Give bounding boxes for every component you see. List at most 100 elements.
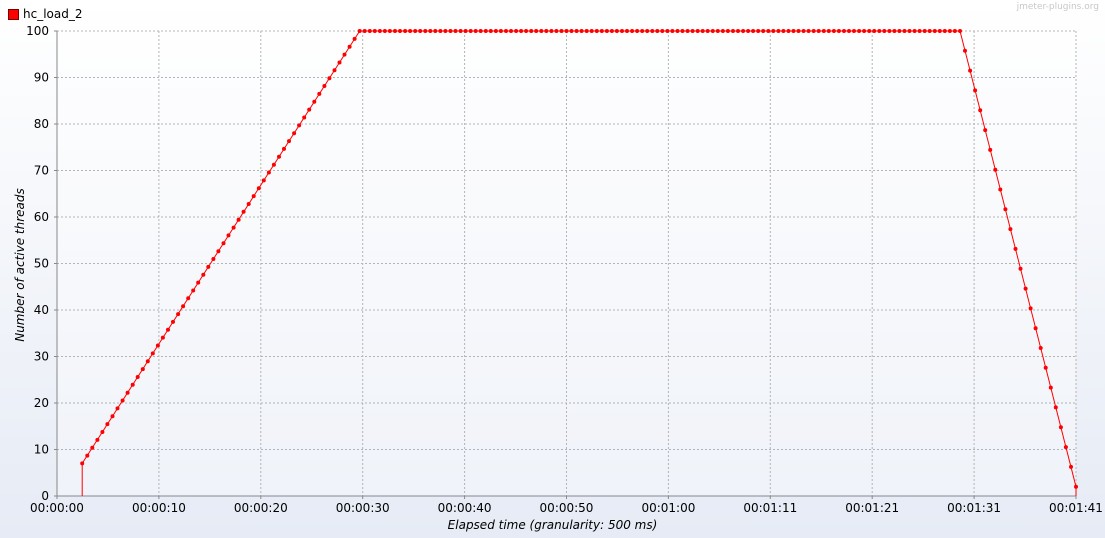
- data-point: [917, 29, 922, 33]
- data-point: [907, 29, 912, 33]
- x-tick-label: 00:00:40: [438, 501, 492, 515]
- data-point: [958, 29, 962, 33]
- data-point: [120, 398, 125, 403]
- data-point: [266, 170, 271, 175]
- data-point: [1038, 346, 1043, 350]
- data-point: [453, 29, 458, 33]
- data-point: [993, 167, 998, 172]
- data-point: [761, 29, 766, 33]
- y-tick-label: 70: [34, 164, 49, 178]
- data-point: [902, 29, 907, 33]
- data-point: [922, 29, 927, 33]
- data-point: [801, 29, 806, 33]
- data-point: [1008, 227, 1013, 232]
- data-point: [277, 154, 281, 159]
- data-point: [725, 29, 730, 33]
- data-point: [952, 29, 957, 33]
- data-point: [544, 29, 549, 33]
- data-point: [635, 29, 640, 33]
- data-point: [937, 29, 942, 33]
- data-point: [968, 68, 973, 73]
- data-point: [529, 29, 534, 33]
- data-point: [973, 88, 978, 93]
- data-point: [625, 29, 629, 33]
- data-point: [927, 29, 932, 33]
- data-point: [332, 68, 337, 73]
- data-point: [327, 76, 332, 81]
- data-point: [574, 29, 579, 33]
- data-point: [741, 29, 746, 33]
- data-point: [882, 29, 887, 33]
- data-point: [847, 29, 851, 33]
- data-point: [398, 29, 402, 33]
- data-point: [352, 36, 357, 41]
- data-point: [857, 29, 862, 33]
- data-point: [160, 335, 165, 340]
- data-point: [710, 29, 715, 33]
- data-point: [695, 29, 700, 33]
- data-point: [1074, 484, 1078, 489]
- data-point: [736, 29, 740, 33]
- data-point: [539, 29, 544, 33]
- data-point: [387, 29, 392, 33]
- y-tick-label: 60: [34, 210, 49, 224]
- data-point: [720, 29, 725, 33]
- y-tick-label: 80: [34, 117, 49, 131]
- data-point: [261, 178, 266, 183]
- x-tick-label: 00:01:31: [947, 501, 1001, 515]
- data-point: [771, 29, 776, 33]
- data-point: [458, 29, 463, 33]
- data-point: [85, 453, 90, 458]
- data-point: [382, 29, 387, 33]
- data-point: [821, 29, 826, 33]
- data-point: [836, 29, 841, 33]
- data-point: [963, 48, 967, 53]
- data-point: [947, 29, 952, 33]
- data-point: [887, 29, 892, 33]
- data-point: [630, 29, 635, 33]
- data-point: [166, 327, 170, 332]
- data-point: [342, 52, 347, 57]
- data-point: [897, 29, 902, 33]
- data-point: [670, 29, 675, 33]
- data-point: [685, 29, 690, 33]
- data-point: [110, 414, 115, 419]
- data-point: [1069, 464, 1073, 469]
- data-point: [337, 60, 342, 65]
- data-point: [791, 29, 796, 33]
- data-point: [211, 257, 216, 261]
- data-point: [181, 304, 186, 309]
- data-point: [196, 280, 201, 285]
- data-point: [80, 461, 85, 466]
- data-point: [171, 319, 175, 324]
- data-point: [251, 194, 256, 199]
- x-tick-label: 00:01:21: [845, 501, 899, 515]
- data-point: [150, 351, 155, 356]
- data-point: [367, 29, 372, 33]
- data-point: [589, 29, 594, 33]
- data-point: [241, 209, 246, 214]
- data-point: [362, 29, 367, 33]
- data-point: [483, 29, 488, 33]
- data-point: [256, 186, 261, 191]
- data-point: [1048, 385, 1053, 390]
- data-point: [852, 29, 856, 33]
- data-point: [176, 312, 181, 317]
- data-point: [1023, 286, 1028, 291]
- data-point: [599, 29, 604, 33]
- y-axis-label: Number of active threads: [13, 188, 27, 342]
- data-point: [105, 422, 110, 427]
- data-point: [700, 29, 705, 33]
- y-tick-label: 50: [34, 257, 49, 271]
- data-point: [448, 29, 453, 33]
- y-tick-label: 100: [26, 24, 49, 38]
- data-point: [554, 29, 559, 33]
- data-point: [403, 29, 408, 33]
- legend-swatch: [8, 8, 19, 20]
- data-point: [675, 29, 680, 33]
- data-point: [604, 29, 609, 33]
- data-point: [463, 29, 468, 33]
- data-point: [705, 29, 710, 33]
- data-point: [872, 29, 877, 33]
- data-point: [715, 29, 720, 33]
